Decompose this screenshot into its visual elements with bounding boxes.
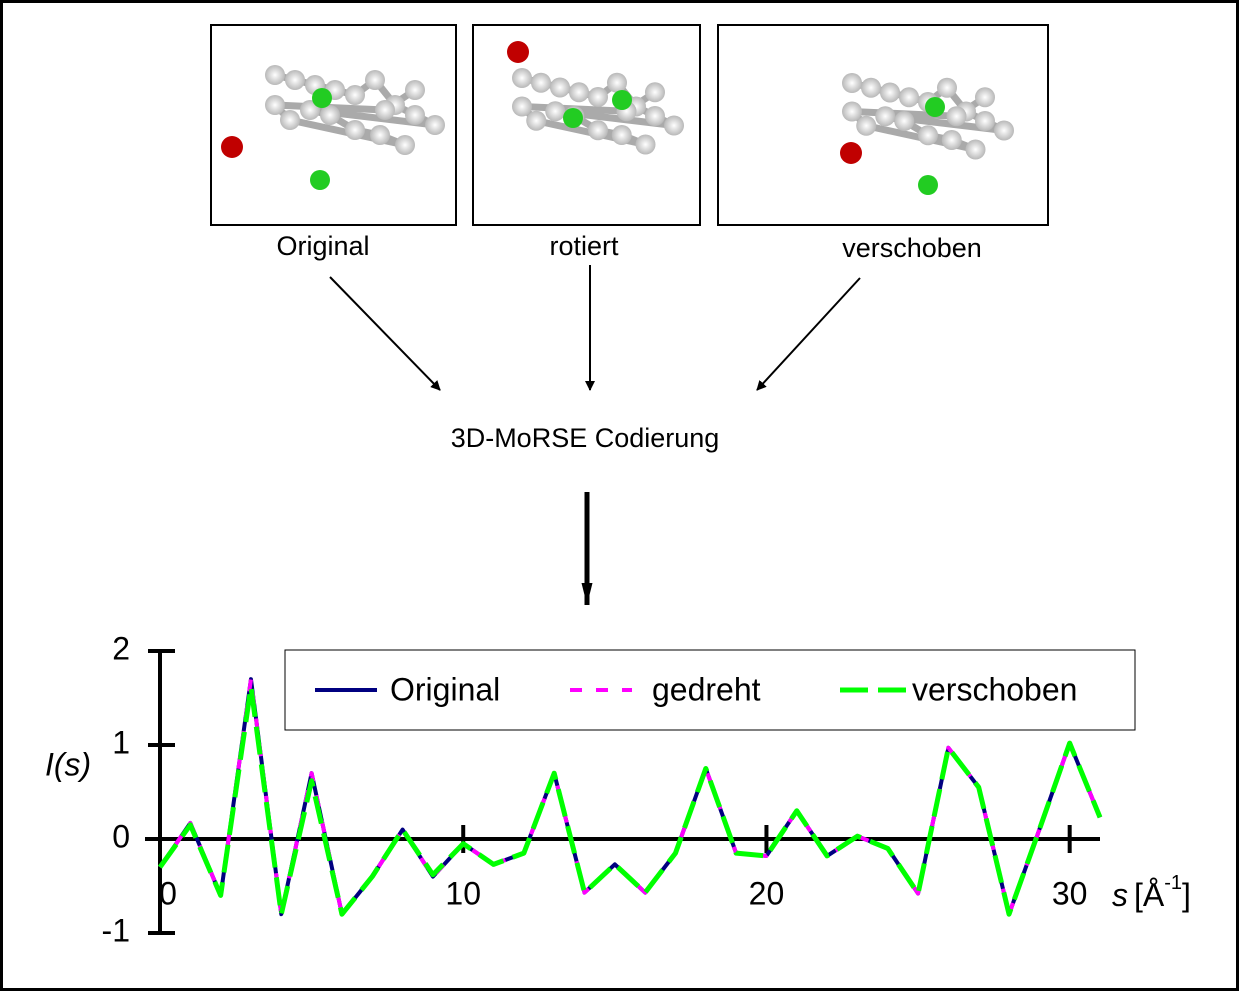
atom xyxy=(880,83,900,103)
atom xyxy=(588,120,608,140)
atom xyxy=(664,116,684,136)
atom xyxy=(942,130,962,150)
atom xyxy=(899,87,919,107)
atom xyxy=(425,115,445,135)
x-tick-label: 0 xyxy=(159,875,177,911)
x-axis-label-part: s xyxy=(1112,877,1128,913)
atom xyxy=(512,97,532,117)
atom xyxy=(918,175,938,195)
atom xyxy=(925,97,945,117)
atom xyxy=(918,125,938,145)
atom xyxy=(856,116,876,136)
encoding-label: 3D-MoRSE Codierung xyxy=(451,423,720,453)
x-tick-label: 30 xyxy=(1052,875,1088,911)
y-tick-label: -1 xyxy=(102,912,130,948)
x-tick-label: 20 xyxy=(749,875,785,911)
atom xyxy=(588,87,608,107)
atom xyxy=(280,110,300,130)
y-tick-label: 1 xyxy=(112,724,130,760)
atom xyxy=(365,70,385,90)
atom xyxy=(842,102,862,122)
atom xyxy=(994,121,1014,141)
atom xyxy=(645,106,665,126)
atom xyxy=(265,95,285,115)
atom xyxy=(512,68,532,88)
y-axis-label: I(s) xyxy=(45,746,91,782)
atom xyxy=(550,78,570,98)
y-tick-label: 2 xyxy=(112,630,130,666)
atom xyxy=(545,101,565,121)
atom xyxy=(966,140,986,160)
panel-label: Original xyxy=(276,231,369,261)
atom xyxy=(531,73,551,93)
legend-label: verschoben xyxy=(912,671,1077,707)
atom xyxy=(310,170,330,190)
atom xyxy=(875,106,895,126)
x-axis-label-part: -1 xyxy=(1164,872,1182,894)
atom xyxy=(370,125,390,145)
atom xyxy=(975,111,995,131)
atom xyxy=(395,135,415,155)
legend-label: Original xyxy=(390,671,500,707)
panel-label: rotiert xyxy=(549,231,619,261)
atom xyxy=(840,142,862,164)
atom xyxy=(345,85,365,105)
atom xyxy=(563,108,583,128)
atom xyxy=(265,65,285,85)
atom xyxy=(285,70,305,90)
atom xyxy=(842,73,862,93)
atom xyxy=(861,78,881,98)
atom xyxy=(975,87,995,107)
atom xyxy=(607,73,627,93)
atom xyxy=(375,100,395,120)
atom xyxy=(312,88,332,108)
atom xyxy=(636,135,656,155)
atom xyxy=(405,105,425,125)
atom xyxy=(320,105,340,125)
y-tick-label: 0 xyxy=(112,818,130,854)
atom xyxy=(405,80,425,100)
x-axis-label-part: ] xyxy=(1182,877,1191,913)
x-tick-label: 10 xyxy=(445,875,481,911)
atom xyxy=(894,111,914,131)
figure: Original rotiert verschoben 3D-MoRSE Cod… xyxy=(0,0,1239,991)
atom xyxy=(612,90,632,110)
atom xyxy=(526,111,546,131)
atom xyxy=(345,120,365,140)
atom xyxy=(645,82,665,102)
legend-label: gedreht xyxy=(652,671,761,707)
atom xyxy=(221,136,243,158)
atom xyxy=(612,125,632,145)
atom xyxy=(507,41,529,63)
atom xyxy=(937,78,957,98)
x-axis-label-part: [Å xyxy=(1134,877,1165,913)
atom xyxy=(947,106,967,126)
panel-label: verschoben xyxy=(842,233,982,263)
atom xyxy=(569,82,589,102)
